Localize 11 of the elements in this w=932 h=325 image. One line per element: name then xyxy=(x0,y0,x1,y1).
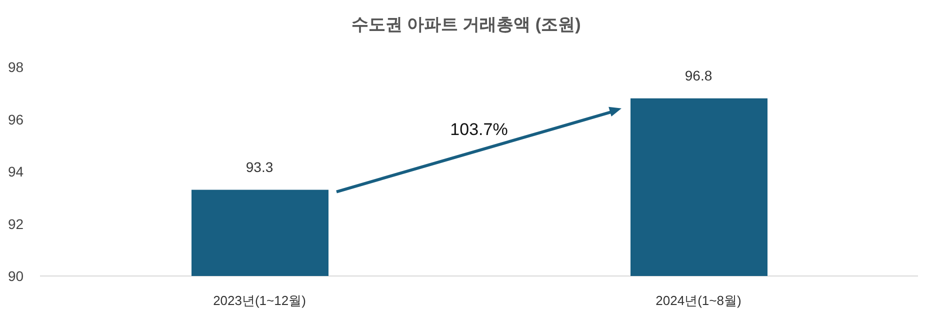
y-tick-label: 92 xyxy=(8,216,24,232)
chart-title: 수도권 아파트 거래총액 (조원) xyxy=(351,15,581,34)
x-tick-label: 2023년(1~12월) xyxy=(213,293,306,308)
y-tick-label: 98 xyxy=(8,59,24,75)
data-label: 96.8 xyxy=(684,67,712,84)
data-label: 93.3 xyxy=(246,158,274,175)
annotation: 103.7% xyxy=(450,120,508,140)
y-tick-label: 94 xyxy=(8,164,24,180)
y-tick-label: 90 xyxy=(8,268,24,284)
y-tick-label: 96 xyxy=(8,111,24,128)
x-tick-label: 2024년(1~8월) xyxy=(656,293,742,308)
